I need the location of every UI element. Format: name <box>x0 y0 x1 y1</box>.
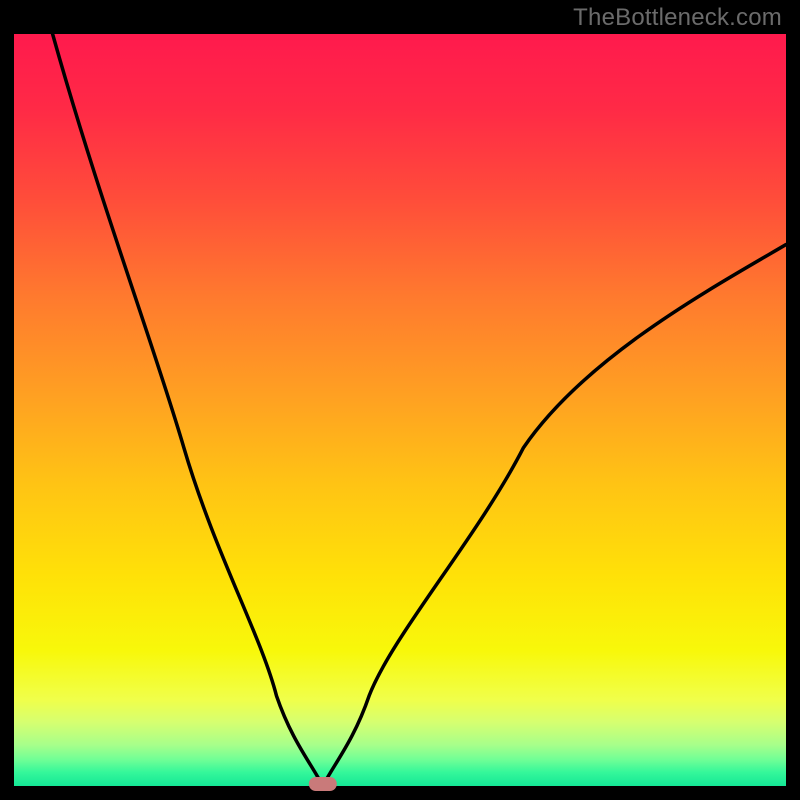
bottleneck-chart <box>0 0 800 800</box>
optimal-point-marker <box>309 777 337 791</box>
chart-plot-area <box>14 34 786 786</box>
